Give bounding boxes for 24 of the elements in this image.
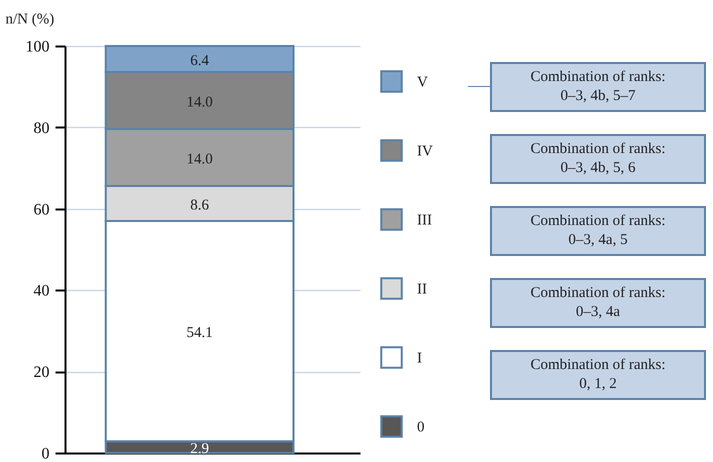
y-axis-title: n/N (%) xyxy=(6,12,54,28)
legend-label: V xyxy=(417,74,428,90)
note-box: Combination of ranks: 0–3, 4b, 5, 6 xyxy=(490,134,706,184)
y-tick-label: 60 xyxy=(34,201,50,218)
y-tick-label: 40 xyxy=(34,282,50,300)
legend-label: 0 xyxy=(417,420,424,436)
data-label: 2.9 xyxy=(190,441,209,458)
note-box: Combination of ranks: 0, 1, 2 xyxy=(490,350,706,400)
data-label: 14.0 xyxy=(186,152,213,168)
legend-label: IV xyxy=(417,144,433,160)
note-box: Combination of ranks: 0–3, 4a xyxy=(490,278,706,328)
data-label: 8.6 xyxy=(190,198,210,214)
y-tick-label: 80 xyxy=(34,120,50,137)
data-label: 14.0 xyxy=(186,94,213,111)
note-box: Combination of ranks: 0–3, 4b, 5–7 xyxy=(490,62,706,112)
legend-label: I xyxy=(417,350,422,366)
y-tick-label: 0 xyxy=(42,446,50,462)
note-box: Combination of ranks: 0–3, 4a, 5 xyxy=(490,206,706,256)
legend-label: II xyxy=(417,282,427,298)
data-label: 6.4 xyxy=(190,53,210,70)
data-label: 54.1 xyxy=(186,325,213,342)
y-tick-label: 100 xyxy=(26,38,50,56)
y-tick-label: 20 xyxy=(34,364,50,382)
legend-label: III xyxy=(417,212,432,228)
